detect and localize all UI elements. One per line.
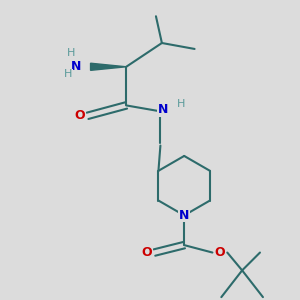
- Text: N: N: [179, 209, 189, 222]
- Text: H: H: [67, 48, 75, 59]
- Text: H: H: [176, 99, 185, 109]
- Text: O: O: [75, 109, 86, 122]
- Text: N: N: [70, 60, 81, 73]
- Text: O: O: [142, 246, 152, 259]
- Text: H: H: [64, 69, 73, 79]
- Polygon shape: [91, 63, 126, 70]
- Text: N: N: [158, 103, 168, 116]
- Text: O: O: [214, 246, 225, 259]
